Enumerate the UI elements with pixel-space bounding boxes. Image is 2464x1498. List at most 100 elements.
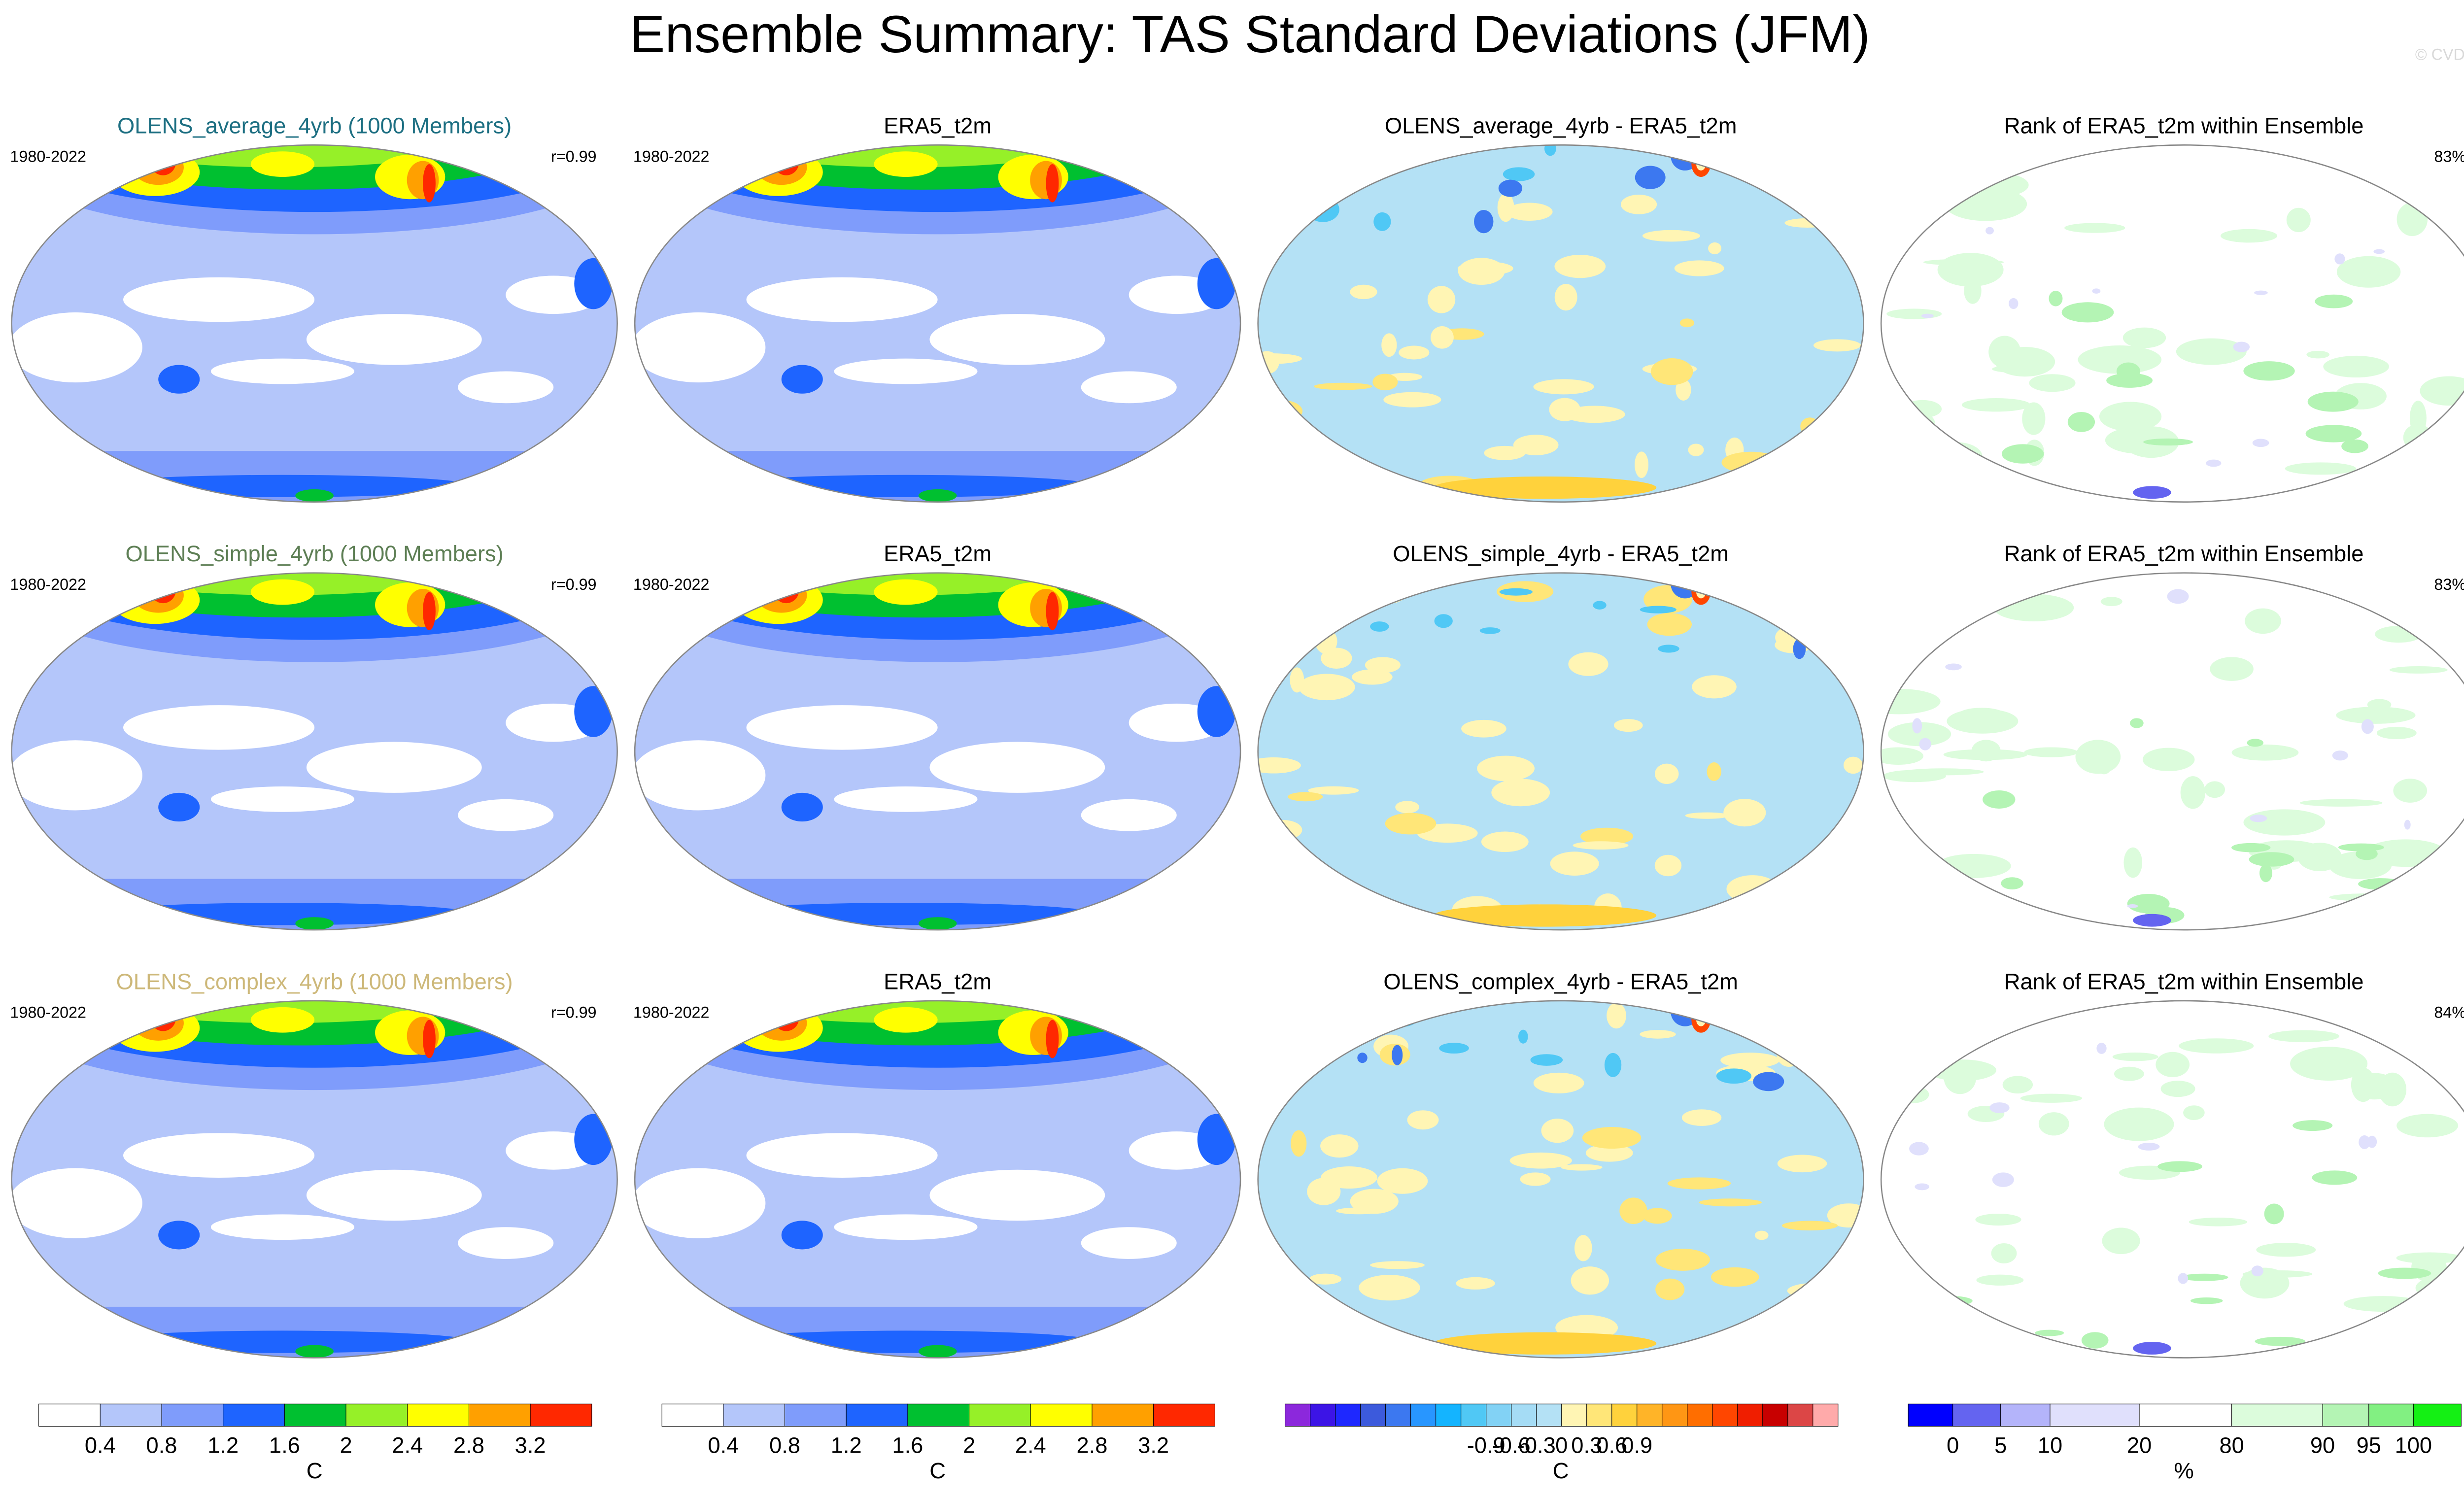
colorbar-box (1385, 1403, 1411, 1427)
panel-title: OLENS_complex_4yrb - ERA5_t2m (1383, 969, 1738, 994)
field-region (2259, 864, 2272, 883)
field-region (2251, 1265, 2263, 1277)
field-region (1679, 318, 1694, 328)
field-region (1081, 1227, 1177, 1259)
field-region (1989, 1102, 2010, 1113)
field-region (2268, 1030, 2340, 1043)
field-region (2099, 402, 2162, 432)
colorbar-box (38, 1403, 101, 1427)
field-region (2178, 1273, 2189, 1284)
field-region (158, 792, 200, 822)
field-region (1945, 663, 1962, 671)
field-region (1582, 1127, 1642, 1149)
colorbar-box (1285, 1403, 1311, 1427)
colorbar-unit: % (2174, 1458, 2194, 1483)
field-region (1197, 1114, 1236, 1165)
field-region (1365, 657, 1401, 673)
colorbar-tick-label: 1.2 (831, 1432, 862, 1458)
field-region (210, 1214, 354, 1240)
field-region (2049, 291, 2063, 306)
map (1881, 573, 2464, 930)
map-outline (1257, 144, 1864, 503)
field-region (2179, 1038, 2254, 1054)
field-region (1258, 876, 1303, 903)
field-region (1503, 167, 1535, 181)
field-region (1903, 400, 1942, 418)
field-region (1787, 1283, 1845, 1299)
field-region (133, 150, 184, 185)
period-label: 1980-2022 (633, 148, 710, 166)
field-region (2299, 799, 2383, 807)
field-region (2138, 1143, 2160, 1151)
colorbar-box (1712, 1403, 1738, 1427)
field-region (2358, 878, 2404, 890)
field-region (834, 786, 978, 812)
field-region (2156, 1052, 2190, 1077)
colorbar-box (1762, 1403, 1788, 1427)
field-region (2183, 1105, 2205, 1121)
field-region (1554, 284, 1577, 311)
field-region (2122, 327, 2166, 348)
colorbar-box (1586, 1403, 1612, 1427)
field-region (635, 573, 1241, 640)
field-region (2081, 1332, 2109, 1349)
field-region (1800, 417, 1819, 436)
field-region (2378, 1072, 2407, 1107)
field-region (11, 145, 617, 212)
period-label: 1980-2022 (10, 576, 86, 593)
field-region (2336, 707, 2416, 724)
colorbar-box (1030, 1403, 1093, 1427)
colorbar-tick-label: 2.8 (453, 1432, 484, 1458)
field-region (2315, 294, 2353, 308)
colorbar-box (100, 1403, 162, 1427)
panel-title: ERA5_t2m (884, 113, 992, 138)
field-region (1961, 172, 2029, 198)
field-region (1604, 1053, 1622, 1077)
field-region (1931, 442, 1983, 473)
field-region (1640, 1030, 1676, 1039)
field-region (1338, 1329, 1373, 1347)
field-region (2180, 776, 2206, 809)
field-region (1395, 801, 1420, 814)
field-region (1716, 1068, 1751, 1084)
colorbar-tick-label: 20 (2127, 1432, 2152, 1458)
field-region (2102, 1227, 2140, 1255)
field-region (1843, 756, 1863, 774)
field-region (1258, 621, 1275, 629)
field-region (1797, 155, 1826, 173)
colorbar-box (2231, 1403, 2323, 1427)
field-region (1261, 1296, 1300, 1304)
field-region (250, 1007, 315, 1033)
field-region (755, 150, 807, 185)
map-outline (1881, 144, 2464, 503)
map-outline (634, 144, 1241, 503)
field-region (11, 740, 142, 811)
field-region (2022, 402, 2046, 435)
map (1258, 573, 1864, 930)
colorbar-box (345, 1403, 408, 1427)
colorbar-unit: C (929, 1458, 946, 1483)
field-region (1491, 779, 1550, 807)
field-region (2376, 727, 2417, 740)
field-region (1692, 675, 1737, 699)
field-region (2319, 145, 2352, 158)
colorbar-box (223, 1403, 285, 1427)
colorbar-tick-label: 0 (1555, 1432, 1568, 1458)
field-region (295, 1345, 334, 1358)
field-region (1197, 686, 1236, 737)
field-region (250, 151, 315, 177)
field-region (1971, 740, 2001, 762)
field-region (1509, 1152, 1572, 1169)
field-region (2312, 1170, 2358, 1185)
field-region (1792, 907, 1837, 929)
field-region (1915, 1183, 1930, 1191)
field-region (2240, 1267, 2290, 1299)
colorbar-box (1310, 1403, 1336, 1427)
stat-label: 84% (2434, 1003, 2464, 1021)
field-region (746, 1133, 938, 1178)
field-region (1753, 1072, 1784, 1091)
field-region (1081, 371, 1177, 404)
field-region (2206, 459, 2222, 467)
field-region (250, 579, 315, 605)
field-region (2396, 202, 2428, 237)
